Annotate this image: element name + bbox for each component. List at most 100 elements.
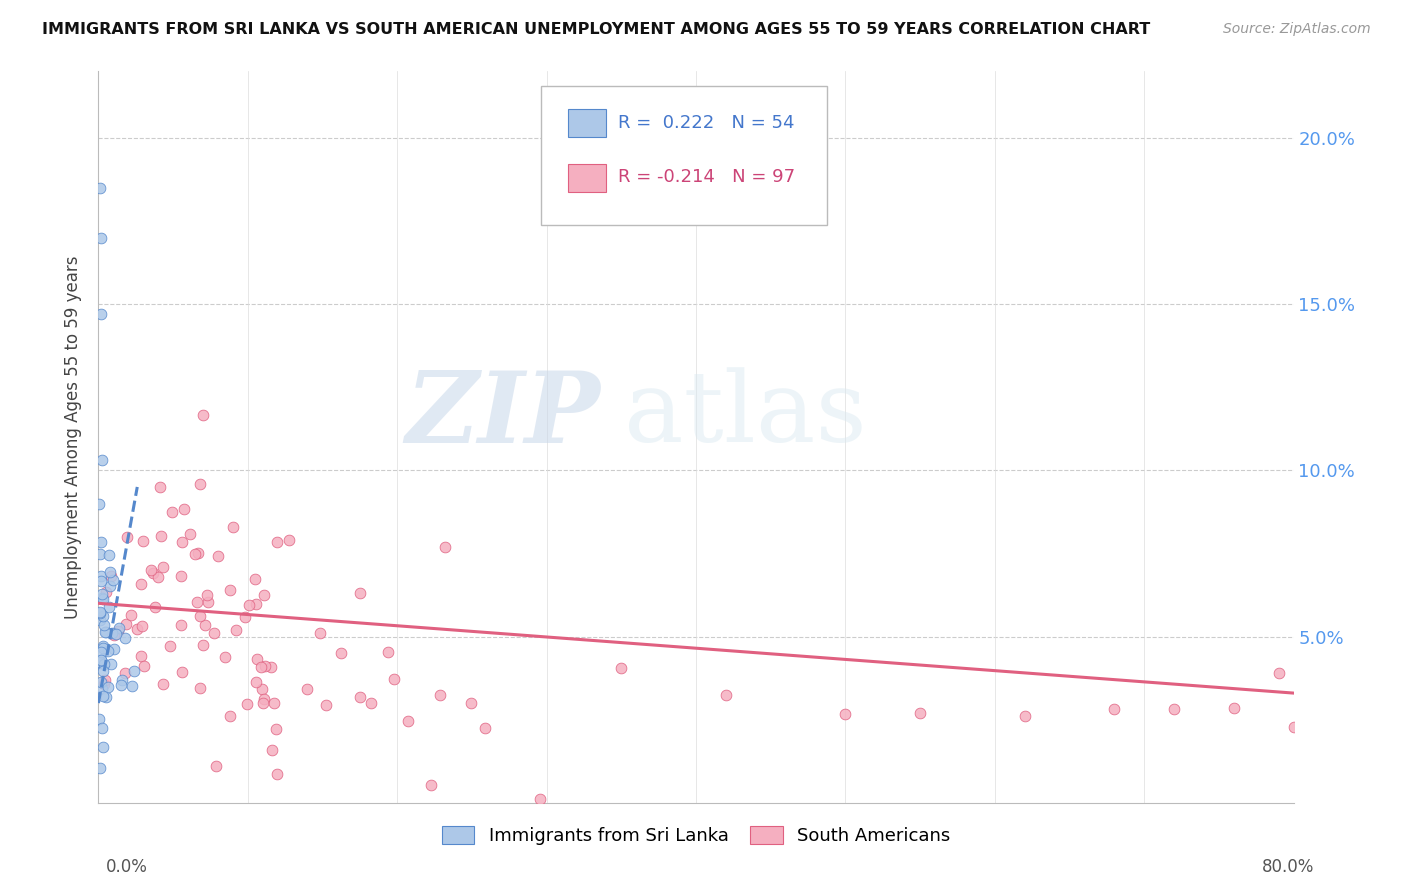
Point [103, 641, 125, 656]
Point [91, 591, 114, 605]
Point [253, 588, 276, 602]
Point [115, 530, 138, 544]
Point [329, 646, 352, 660]
Y-axis label: Unemployment Among Ages 55 to 59 years: Unemployment Among Ages 55 to 59 years [65, 255, 83, 619]
Point [429, 688, 451, 702]
Point [207, 549, 229, 563]
Point [205, 759, 228, 773]
Point [98, 579, 121, 593]
Point [94, 690, 117, 704]
Point [90, 653, 112, 667]
Point [250, 682, 273, 697]
Point [162, 505, 184, 519]
FancyBboxPatch shape [568, 110, 606, 137]
Point [377, 645, 399, 659]
Point [114, 631, 136, 645]
Point [107, 624, 129, 638]
Text: R =  0.222   N = 54: R = 0.222 N = 54 [619, 113, 794, 131]
Point [202, 625, 225, 640]
Point [1223, 700, 1246, 714]
Point [245, 572, 267, 586]
Point [908, 706, 931, 720]
Point [131, 619, 153, 633]
Point [236, 697, 259, 711]
Point [91, 453, 114, 467]
Point [114, 665, 136, 680]
Point [184, 547, 207, 561]
Point [225, 623, 247, 637]
Point [91, 739, 114, 754]
Point [245, 597, 267, 611]
Point [419, 778, 441, 792]
Point [90, 307, 112, 321]
Point [191, 409, 214, 423]
Point [349, 586, 371, 600]
Point [91, 639, 114, 653]
Point [89, 761, 111, 775]
Point [91, 665, 114, 679]
Point [111, 673, 134, 687]
Point [149, 480, 172, 494]
Text: 0.0%: 0.0% [105, 858, 148, 876]
Point [132, 533, 155, 548]
Point [101, 626, 124, 640]
Point [121, 679, 143, 693]
Point [90, 682, 112, 697]
Point [90, 569, 112, 583]
Point [89, 712, 111, 726]
Point [97, 600, 120, 615]
Text: R = -0.214   N = 97: R = -0.214 N = 97 [619, 169, 796, 186]
Point [139, 563, 162, 577]
Point [308, 626, 330, 640]
Point [89, 657, 111, 671]
Point [219, 582, 242, 597]
Point [250, 660, 273, 674]
Point [152, 559, 174, 574]
Point [253, 659, 276, 673]
Text: ZIP: ZIP [405, 367, 600, 463]
Point [90, 574, 112, 588]
Point [129, 648, 152, 663]
Point [349, 690, 371, 705]
Point [89, 547, 111, 561]
Point [460, 696, 482, 710]
Point [188, 477, 211, 491]
Point [253, 692, 276, 706]
Point [142, 566, 165, 580]
Point [98, 565, 121, 579]
Point [91, 689, 114, 703]
Point [89, 605, 111, 619]
Text: 80.0%: 80.0% [1263, 858, 1315, 876]
Point [122, 665, 145, 679]
Point [91, 641, 114, 656]
Point [264, 722, 287, 736]
Legend: Immigrants from Sri Lanka, South Americans: Immigrants from Sri Lanka, South America… [434, 819, 957, 852]
Point [152, 677, 174, 691]
Point [186, 595, 208, 609]
Point [146, 570, 169, 584]
Point [94, 624, 117, 639]
Point [295, 681, 318, 696]
Point [263, 696, 285, 710]
Point [90, 535, 112, 549]
Point [197, 588, 219, 602]
Point [120, 608, 142, 623]
Point [246, 651, 269, 665]
Point [127, 622, 149, 636]
Point [91, 587, 114, 601]
Point [115, 616, 138, 631]
Text: IMMIGRANTS FROM SRI LANKA VS SOUTH AMERICAN UNEMPLOYMENT AMONG AGES 55 TO 59 YEA: IMMIGRANTS FROM SRI LANKA VS SOUTH AMERI… [42, 22, 1150, 37]
Point [529, 792, 551, 806]
Point [97, 644, 120, 658]
Point [159, 639, 181, 653]
Point [145, 599, 167, 614]
FancyBboxPatch shape [568, 164, 606, 192]
Point [105, 627, 128, 641]
Point [245, 675, 267, 690]
Point [252, 696, 274, 710]
Point [94, 584, 117, 599]
Point [93, 617, 115, 632]
Point [170, 665, 193, 679]
Point [169, 618, 191, 632]
Point [90, 652, 112, 666]
